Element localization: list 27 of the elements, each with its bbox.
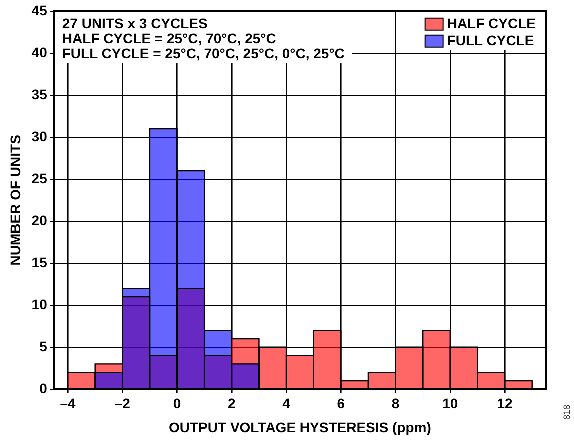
y-tick-label: 25 (32, 170, 48, 186)
x-axis-title: OUTPUT VOLTAGE HYSTERESIS (ppm) (168, 419, 432, 436)
annotation: 27 UNITS x 3 CYCLES (62, 15, 208, 32)
x-tick-label: –4 (60, 396, 76, 412)
x-tick-label: 2 (228, 396, 236, 412)
y-tick-label: 45 (32, 2, 48, 18)
x-tick-label: 6 (337, 396, 346, 412)
y-tick-label: 15 (32, 254, 48, 270)
legend-label: HALF CYCLE (447, 15, 536, 32)
x-tick-label: 4 (282, 396, 291, 412)
x-tick-label: 0 (173, 396, 182, 412)
x-tick-label: 10 (442, 396, 458, 412)
y-tick-label: 10 (32, 296, 48, 312)
legend-label: FULL CYCLE (447, 32, 534, 48)
y-tick-label: 5 (40, 338, 48, 354)
annotation: FULL CYCLE = 25°C, 70°C, 25°C, 0°C, 25°C (62, 45, 345, 62)
x-tick-label: –2 (114, 396, 131, 412)
y-tick-label: 30 (32, 128, 48, 144)
x-tick-label: 12 (497, 396, 514, 412)
y-tick-label: 0 (40, 380, 48, 396)
text: 818 (562, 405, 572, 420)
annotation: HALF CYCLE = 25°C, 70°C, 25°C (62, 30, 276, 46)
y-axis-title: NUMBER OF UNITS (7, 135, 24, 266)
y-tick-label: 35 (32, 86, 48, 102)
y-tick-label: 40 (32, 44, 48, 60)
y-tick-label: 20 (32, 212, 48, 228)
x-tick-label: 8 (392, 396, 400, 412)
